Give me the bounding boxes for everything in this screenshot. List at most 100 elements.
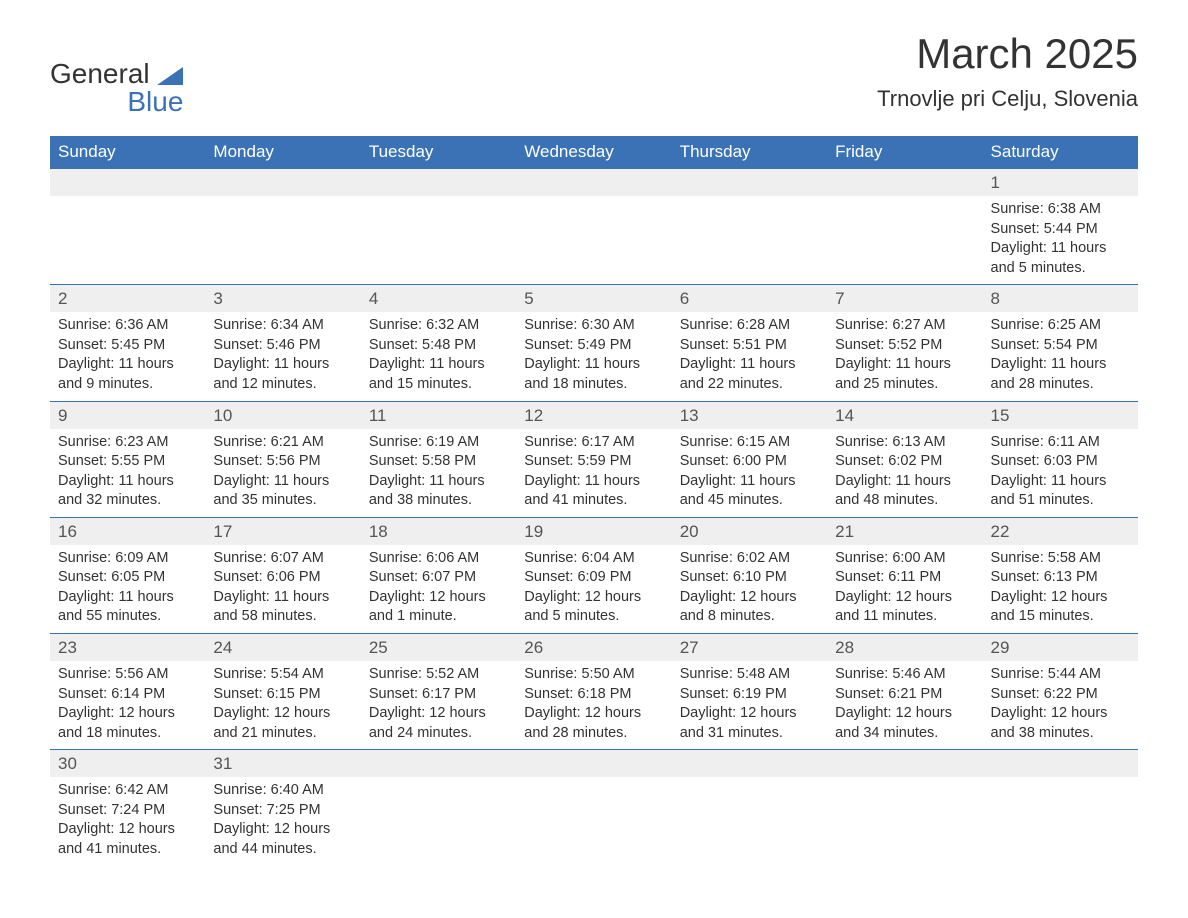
sunset-text: Sunset: 7:25 PM	[213, 801, 352, 821]
day-info-cell: Sunrise: 6:15 AMSunset: 6:00 PMDaylight:…	[672, 429, 827, 518]
daylight-text: Daylight: 11 hours and 41 minutes.	[524, 472, 663, 511]
sunset-text: Sunset: 5:59 PM	[524, 452, 663, 472]
day-number-cell: 17	[205, 517, 360, 545]
week-daynum-row: 1	[50, 169, 1138, 197]
sunset-text: Sunset: 6:13 PM	[991, 568, 1130, 588]
sunset-text: Sunset: 6:11 PM	[835, 568, 974, 588]
day-number-cell	[672, 169, 827, 197]
day-info-cell: Sunrise: 6:02 AMSunset: 6:10 PMDaylight:…	[672, 545, 827, 634]
day-info-cell: Sunrise: 6:07 AMSunset: 6:06 PMDaylight:…	[205, 545, 360, 634]
daylight-text: Daylight: 11 hours and 12 minutes.	[213, 355, 352, 394]
sunrise-text: Sunrise: 5:48 AM	[680, 665, 819, 685]
day-number-cell: 31	[205, 750, 360, 778]
sunset-text: Sunset: 6:09 PM	[524, 568, 663, 588]
day-number-cell: 2	[50, 285, 205, 313]
sunrise-text: Sunrise: 6:36 AM	[58, 316, 197, 336]
sunset-text: Sunset: 6:17 PM	[369, 685, 508, 705]
week-daynum-row: 3031	[50, 750, 1138, 778]
day-info-cell: Sunrise: 6:17 AMSunset: 5:59 PMDaylight:…	[516, 429, 671, 518]
day-info-cell: Sunrise: 6:27 AMSunset: 5:52 PMDaylight:…	[827, 312, 982, 401]
daylight-text: Daylight: 12 hours and 28 minutes.	[524, 704, 663, 743]
day-info-cell: Sunrise: 6:23 AMSunset: 5:55 PMDaylight:…	[50, 429, 205, 518]
sunrise-text: Sunrise: 6:42 AM	[58, 781, 197, 801]
day-number-cell	[983, 750, 1138, 778]
day-info-cell: Sunrise: 6:21 AMSunset: 5:56 PMDaylight:…	[205, 429, 360, 518]
sunrise-text: Sunrise: 5:44 AM	[991, 665, 1130, 685]
week-info-row: Sunrise: 6:36 AMSunset: 5:45 PMDaylight:…	[50, 312, 1138, 401]
day-number-cell	[827, 750, 982, 778]
day-info-cell	[672, 777, 827, 865]
day-number-cell: 21	[827, 517, 982, 545]
day-info-cell: Sunrise: 5:58 AMSunset: 6:13 PMDaylight:…	[983, 545, 1138, 634]
day-header: Saturday	[983, 136, 1138, 169]
sunset-text: Sunset: 5:56 PM	[213, 452, 352, 472]
sunrise-text: Sunrise: 5:58 AM	[991, 549, 1130, 569]
daylight-text: Daylight: 11 hours and 58 minutes.	[213, 588, 352, 627]
sunrise-text: Sunrise: 6:30 AM	[524, 316, 663, 336]
sunrise-text: Sunrise: 6:32 AM	[369, 316, 508, 336]
day-info-cell	[516, 196, 671, 285]
day-number-cell: 22	[983, 517, 1138, 545]
day-number-cell	[827, 169, 982, 197]
day-info-cell: Sunrise: 6:40 AMSunset: 7:25 PMDaylight:…	[205, 777, 360, 865]
daylight-text: Daylight: 11 hours and 51 minutes.	[991, 472, 1130, 511]
day-info-cell	[516, 777, 671, 865]
day-number-cell: 20	[672, 517, 827, 545]
title-block: March 2025 Trnovlje pri Celju, Slovenia	[877, 30, 1138, 112]
daylight-text: Daylight: 11 hours and 28 minutes.	[991, 355, 1130, 394]
day-number-cell: 29	[983, 634, 1138, 662]
day-info-cell: Sunrise: 6:34 AMSunset: 5:46 PMDaylight:…	[205, 312, 360, 401]
day-info-cell: Sunrise: 6:30 AMSunset: 5:49 PMDaylight:…	[516, 312, 671, 401]
sunset-text: Sunset: 5:46 PM	[213, 336, 352, 356]
logo-line1: General	[50, 58, 150, 89]
daylight-text: Daylight: 11 hours and 32 minutes.	[58, 472, 197, 511]
day-header: Tuesday	[361, 136, 516, 169]
week-info-row: Sunrise: 6:09 AMSunset: 6:05 PMDaylight:…	[50, 545, 1138, 634]
daylight-text: Daylight: 12 hours and 21 minutes.	[213, 704, 352, 743]
day-number-cell	[361, 750, 516, 778]
day-info-cell	[672, 196, 827, 285]
day-info-cell	[827, 196, 982, 285]
day-number-cell: 4	[361, 285, 516, 313]
day-number-cell: 9	[50, 401, 205, 429]
sunset-text: Sunset: 6:06 PM	[213, 568, 352, 588]
day-number-cell: 15	[983, 401, 1138, 429]
daylight-text: Daylight: 11 hours and 48 minutes.	[835, 472, 974, 511]
sunset-text: Sunset: 6:00 PM	[680, 452, 819, 472]
calendar-table: SundayMondayTuesdayWednesdayThursdayFrid…	[50, 136, 1138, 866]
daylight-text: Daylight: 12 hours and 41 minutes.	[58, 820, 197, 859]
daylight-text: Daylight: 12 hours and 11 minutes.	[835, 588, 974, 627]
sunrise-text: Sunrise: 6:13 AM	[835, 433, 974, 453]
week-daynum-row: 23242526272829	[50, 634, 1138, 662]
day-number-cell: 24	[205, 634, 360, 662]
day-info-cell: Sunrise: 6:06 AMSunset: 6:07 PMDaylight:…	[361, 545, 516, 634]
sunrise-text: Sunrise: 5:50 AM	[524, 665, 663, 685]
day-number-cell: 26	[516, 634, 671, 662]
day-number-cell: 14	[827, 401, 982, 429]
day-header: Sunday	[50, 136, 205, 169]
day-info-cell: Sunrise: 6:00 AMSunset: 6:11 PMDaylight:…	[827, 545, 982, 634]
day-info-cell: Sunrise: 6:25 AMSunset: 5:54 PMDaylight:…	[983, 312, 1138, 401]
day-number-cell: 5	[516, 285, 671, 313]
day-number-cell	[516, 169, 671, 197]
day-number-cell: 7	[827, 285, 982, 313]
sunrise-text: Sunrise: 6:07 AM	[213, 549, 352, 569]
day-header: Wednesday	[516, 136, 671, 169]
sunset-text: Sunset: 6:15 PM	[213, 685, 352, 705]
sunrise-text: Sunrise: 5:54 AM	[213, 665, 352, 685]
sunrise-text: Sunrise: 6:38 AM	[991, 200, 1130, 220]
daylight-text: Daylight: 11 hours and 35 minutes.	[213, 472, 352, 511]
sunrise-text: Sunrise: 6:25 AM	[991, 316, 1130, 336]
sunrise-text: Sunrise: 6:17 AM	[524, 433, 663, 453]
daylight-text: Daylight: 12 hours and 5 minutes.	[524, 588, 663, 627]
daylight-text: Daylight: 11 hours and 45 minutes.	[680, 472, 819, 511]
sunset-text: Sunset: 7:24 PM	[58, 801, 197, 821]
day-number-cell	[672, 750, 827, 778]
sunrise-text: Sunrise: 6:00 AM	[835, 549, 974, 569]
sunrise-text: Sunrise: 6:27 AM	[835, 316, 974, 336]
sunset-text: Sunset: 6:03 PM	[991, 452, 1130, 472]
sunset-text: Sunset: 6:14 PM	[58, 685, 197, 705]
daylight-text: Daylight: 12 hours and 24 minutes.	[369, 704, 508, 743]
day-info-cell: Sunrise: 5:44 AMSunset: 6:22 PMDaylight:…	[983, 661, 1138, 750]
day-info-cell: Sunrise: 5:48 AMSunset: 6:19 PMDaylight:…	[672, 661, 827, 750]
